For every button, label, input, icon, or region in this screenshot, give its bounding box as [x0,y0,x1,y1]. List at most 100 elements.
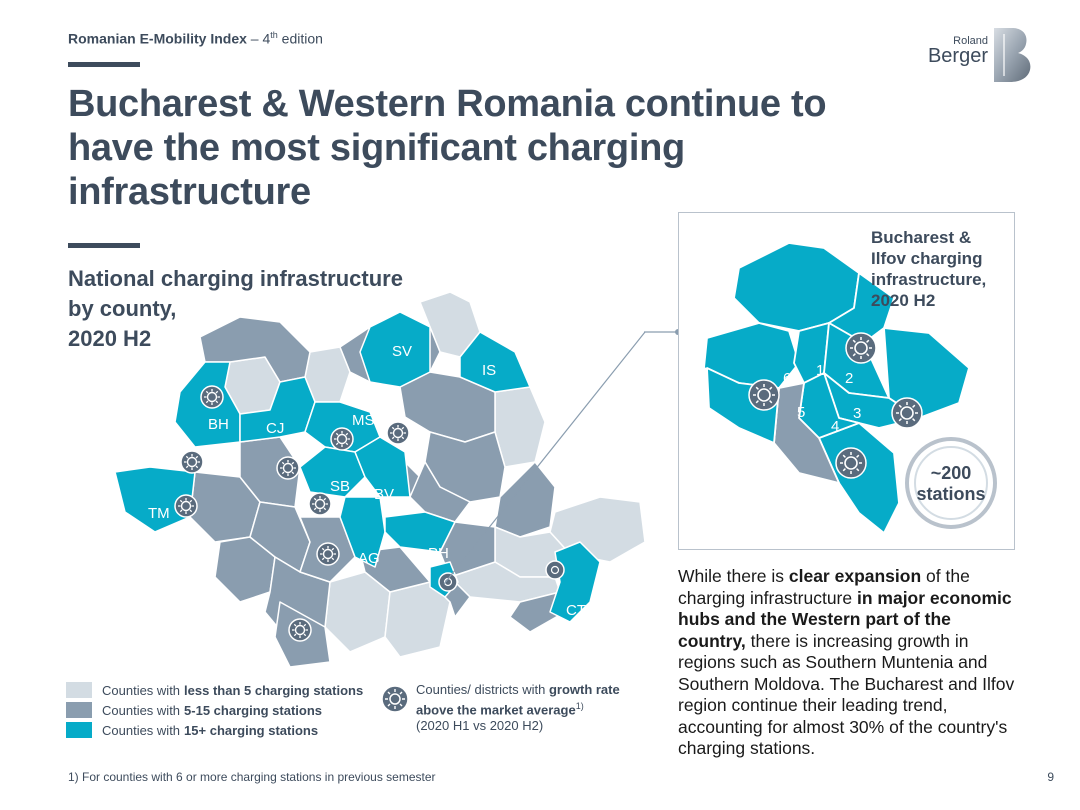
growth-icon [438,572,458,592]
stations-badge: ~200 stations [905,437,997,529]
map-label-ph: PH [428,545,449,562]
county-iasi [459,331,531,393]
county-prahova [384,511,456,553]
inset-title-line-3: infrastructure, [871,270,987,289]
title-accent-bar [68,62,140,67]
map-label-is: IS [482,362,496,379]
legend-swatch-medium [66,702,92,718]
stations-label: stations [916,484,985,504]
map-subtitle: National charging infrastructure by coun… [68,264,428,354]
map-label-sb: SB [330,478,350,495]
inset-map: 1 2 3 4 5 6 ~200 stations [703,242,997,534]
legend-growth-prefix: Counties/ districts with [416,682,549,697]
growth-icon [200,385,224,409]
bucharest-ilfov-inset: Bucharest & Ilfov charging infrastructur… [678,212,1015,550]
subtitle-line-2: by county, [68,296,177,321]
legend-swatch-teal [66,722,92,738]
ilfov-south [818,422,900,534]
summary-bold-2: in major economic hubs and the Western p… [678,587,1012,651]
growth-icons [174,385,565,642]
growth-icon [308,492,332,516]
roland-berger-logo: Roland Berger [920,28,1034,82]
growth-icon [288,618,312,642]
growth-icon [386,421,410,445]
county-vaslui [494,386,546,468]
subtitle-line-3: 2020 H2 [68,326,152,351]
growth-icon [748,379,780,411]
summary-bold-1: clear expansion [788,566,922,586]
growth-icon [381,685,409,713]
map-label-ct: CT [566,602,586,619]
county-ialomita [449,561,561,603]
legend-bold-1: less than 5 charging stations [184,682,364,698]
map-label-ms: MS [352,412,375,429]
romania-county-map: SV IS BH CJ MS SB BV TM AG PH CT [114,292,646,668]
map-label-ag: AG [358,550,380,567]
growth-icon [545,560,565,580]
connector-elbow [644,329,681,335]
county-constanta [549,541,601,623]
map-label-bh: BH [208,416,229,433]
edition-prefix: – 4 [246,30,271,47]
sector-label-2: 2 [845,370,853,387]
map-label-sv: SV [392,343,412,360]
edition-suffix: edition [277,30,323,47]
footnote: 1) For counties with 6 or more charging … [68,770,436,784]
inset-title: Bucharest & Ilfov charging infrastructur… [871,227,1011,311]
inset-title-line-1: Bucharest & [871,228,972,247]
sector-label-6: 6 [783,370,791,387]
growth-icon [316,542,340,566]
growth-icon [891,397,923,429]
legend-growth-sup: 1) [575,701,584,711]
inset-title-line-4: 2020 H2 [871,291,936,310]
sector-label-3: 3 [853,405,861,422]
growth-icon [276,456,300,480]
report-header: Romanian E-Mobility Index – 4th edition [68,30,323,47]
summary-text-3: there is increasing growth in regions su… [678,630,1015,759]
sector-label-1: 1 [816,362,824,379]
growth-icon [835,447,867,479]
report-name: Romanian E-Mobility Index [68,30,247,47]
legend-growth: Counties/ districts with growth rate abo… [380,682,650,734]
edition-sup: th [270,30,278,40]
subtitle-accent-bar [68,243,140,248]
subtitle-line-1: National charging infrastructure [68,266,403,291]
summary-text-1: While there is [678,566,789,586]
page-title: Bucharest & Western Romania continue to … [68,83,827,213]
sector-5 [773,382,840,484]
legend-text-3: Counties with [102,722,181,738]
county-arges [339,496,386,568]
growth-icon [174,494,198,518]
map-label-bv: BV [374,486,394,503]
logo-b-icon [994,28,1031,82]
logo-roland-text: Roland [953,35,988,47]
map-label-tm: TM [148,505,170,522]
inset-title-line-2: Ilfov charging [871,249,983,268]
summary-text-2: of the charging infrastructure [678,566,970,608]
growth-icon [845,332,877,364]
legend-5-15: Counties with 5-15 charging stations [66,702,322,718]
legend-swatch-light [66,682,92,698]
inset-connector [443,331,646,585]
growth-icon [330,427,354,451]
legend-growth-period: (2020 H1 vs 2020 H2) [416,718,544,734]
county-brasov [354,436,411,498]
legend-less-than-5: Counties with less than 5 charging statio… [66,682,363,698]
summary-paragraph: While there is clear expansion of the ch… [678,566,1018,760]
stations-count: ~200 [931,463,972,483]
page-number: 9 [1047,770,1054,784]
sector-label-5: 5 [797,404,805,421]
logo-berger-text: Berger [927,45,988,67]
legend-growth-text: Counties/ districts with growth rate abo… [416,682,646,734]
legend-growth-bold: growth rate above the market average [416,682,620,718]
legend-text-1: Counties with [102,682,181,698]
legend-15-plus: Counties with 15+ charging stations [66,722,318,738]
map-label-cj: CJ [266,420,284,437]
inset-growth-icons [748,332,923,479]
legend-text-2: Counties with [102,702,181,718]
county-suceava [359,311,431,388]
legend-bold-3: 15+ charging stations [184,722,319,738]
sector-label-4: 4 [831,418,839,435]
legend-bold-2: 5-15 charging stations [184,702,323,718]
county-calarasi [509,591,566,633]
